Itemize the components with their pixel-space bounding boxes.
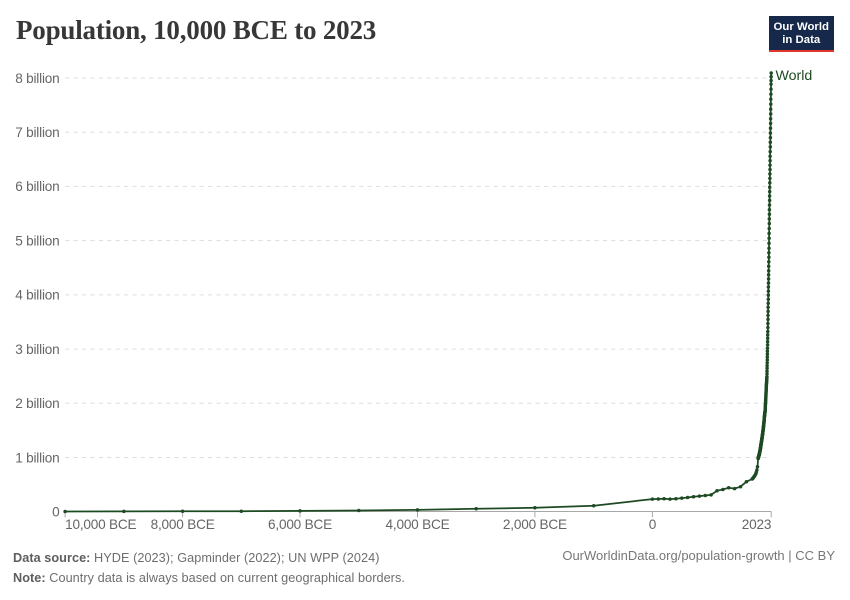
svg-text:1 billion: 1 billion [15, 450, 59, 465]
svg-text:0: 0 [649, 517, 657, 532]
svg-text:2023: 2023 [742, 517, 771, 532]
svg-text:4 billion: 4 billion [15, 288, 59, 303]
svg-text:World: World [776, 68, 813, 84]
svg-text:3 billion: 3 billion [15, 342, 59, 357]
svg-text:0: 0 [52, 505, 60, 520]
svg-text:10,000 BCE: 10,000 BCE [65, 517, 136, 532]
svg-text:8,000 BCE: 8,000 BCE [151, 517, 215, 532]
svg-text:5 billion: 5 billion [15, 233, 59, 248]
svg-text:6 billion: 6 billion [15, 179, 59, 194]
svg-text:7 billion: 7 billion [15, 125, 59, 140]
svg-text:4,000 BCE: 4,000 BCE [386, 517, 450, 532]
svg-text:2 billion: 2 billion [15, 396, 59, 411]
svg-text:2,000 BCE: 2,000 BCE [503, 517, 567, 532]
svg-text:8 billion: 8 billion [15, 71, 59, 86]
svg-text:6,000 BCE: 6,000 BCE [268, 517, 332, 532]
